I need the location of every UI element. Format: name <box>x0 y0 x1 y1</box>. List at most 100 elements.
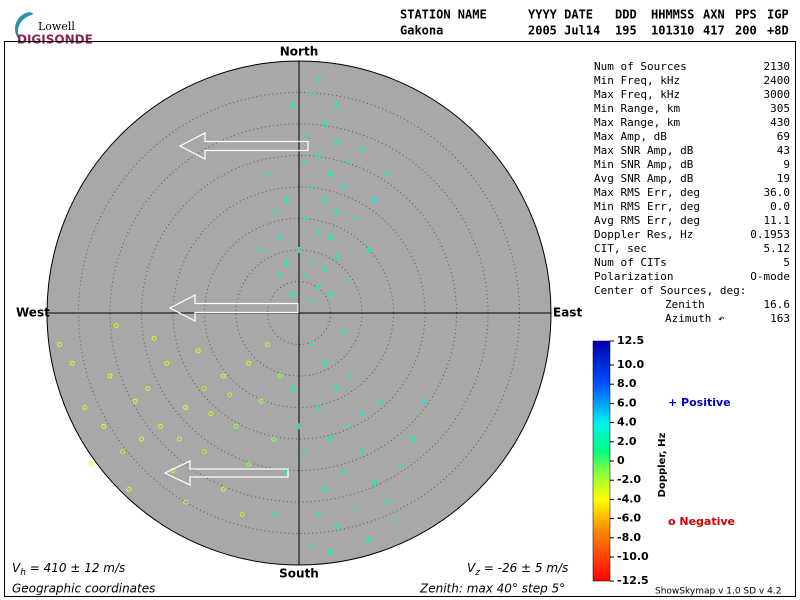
source-positive <box>308 259 315 266</box>
source-positive <box>365 247 372 253</box>
source-negative <box>265 342 270 347</box>
stat-label: Min Freq, kHz <box>594 74 680 87</box>
source-negative <box>246 360 252 366</box>
colorbar-tick-label: -12.5 <box>617 574 649 587</box>
source-negative <box>139 436 144 442</box>
velocity-text: Vz = -26 ± 5 m/s <box>467 561 568 578</box>
coords-text: Geographic coordinates <box>12 582 155 596</box>
stat-value: O-mode <box>750 270 790 283</box>
source-positive <box>289 102 296 109</box>
frame <box>4 41 796 597</box>
source-positive <box>371 480 378 487</box>
source-positive <box>296 423 302 430</box>
colorbar-tick-label: 10.0 <box>617 358 644 371</box>
stat-value: 43 <box>777 144 790 157</box>
source-positive <box>258 247 265 253</box>
source-negative <box>57 342 63 347</box>
header-value: 195 <box>615 24 637 38</box>
source-positive <box>321 265 328 272</box>
stat-label: Max RMS Err, deg <box>594 186 700 199</box>
stat-value: 305 <box>770 102 790 115</box>
logo-text: DIGISONDE <box>17 33 93 47</box>
legend-negative: o Negative <box>668 515 735 528</box>
header-label: HHMMSS <box>651 8 694 22</box>
velocity-arrow <box>168 294 299 322</box>
source-negative <box>82 405 88 410</box>
skymap: North South West East <box>16 45 582 581</box>
source-negative <box>183 405 189 410</box>
source-positive <box>283 259 290 266</box>
compass-label: East <box>553 306 582 320</box>
source-positive <box>289 291 296 298</box>
source-negative <box>202 386 207 392</box>
source-positive <box>308 297 315 304</box>
source-positive <box>352 215 359 222</box>
stat-label: Num of CITs <box>594 256 667 269</box>
source-positive <box>377 398 384 405</box>
source-positive <box>333 139 340 146</box>
stat-label: Azimuth ↶ <box>665 312 725 325</box>
velocity-subscript: h <box>20 568 26 578</box>
version-text: ShowSkymap v 1.0 SD v 4.2 <box>655 587 781 597</box>
source-positive <box>270 209 277 216</box>
header-value: +8D <box>767 24 789 38</box>
stat-value: 5 <box>783 256 790 269</box>
source-positive <box>422 398 428 405</box>
source-positive <box>365 536 372 543</box>
source-positive <box>321 360 328 367</box>
colorbar-tick-label: 0 <box>617 454 625 467</box>
source-negative <box>145 386 151 392</box>
stat-value: 19 <box>777 172 790 185</box>
stat-value: 163 <box>770 312 790 325</box>
colorbar: 12.5 10.0 8.0 6.0 4.0 2.0 0 -2.0 -4.0 -6.0 -8.0 -10… <box>592 334 735 587</box>
velocity-subscript: z <box>474 568 480 578</box>
source-negative <box>258 398 264 404</box>
source-negative <box>69 360 75 366</box>
stat-label: Max Freq, kHz <box>594 88 680 101</box>
stat-value: 16.6 <box>764 298 791 311</box>
stat-value: 2400 <box>764 74 791 87</box>
source-positive <box>302 448 309 455</box>
stat-label: Polarization <box>594 270 673 283</box>
source-negative <box>101 423 107 429</box>
source-positive <box>277 234 284 241</box>
source-positive <box>333 524 340 531</box>
footer: Vh = 410 ± 12 m/s Vz = -26 ± 5 m/s Geograp… <box>12 561 781 597</box>
source-positive <box>302 215 309 222</box>
source-positive <box>333 209 340 216</box>
stat-value: 3000 <box>764 88 791 101</box>
velocity-text: Vh = 410 ± 12 m/s <box>12 561 125 578</box>
header-label: PPS <box>735 8 757 22</box>
header-label: STATION NAME <box>400 8 487 22</box>
source-positive <box>409 436 416 442</box>
source-positive <box>321 486 328 493</box>
colorbar-tick-label: -10.0 <box>617 550 649 563</box>
source-positive <box>314 76 321 83</box>
source-negative <box>126 486 132 492</box>
source-negative <box>176 436 182 442</box>
source-negative <box>233 423 239 429</box>
source-positive <box>327 171 334 178</box>
stat-label: Max Range, km <box>594 116 680 129</box>
colorbar-tick-label: -6.0 <box>617 512 641 525</box>
source-positive <box>308 543 315 550</box>
source-negative <box>157 423 163 429</box>
source-positive <box>302 158 309 165</box>
colorbar-tick-label: 4.0 <box>617 416 637 429</box>
compass-label: South <box>279 567 319 581</box>
source-negative <box>120 449 126 455</box>
source-positive <box>327 549 334 556</box>
source-positive <box>270 511 277 518</box>
header-value: 417 <box>703 24 725 38</box>
header: STATION NAME Gakona YYYY DATE 2005 Jul14 DDD… <box>400 8 789 38</box>
stat-value: 36.0 <box>764 186 791 199</box>
stat-label: Max SNR Amp, dB <box>594 144 694 157</box>
source-positive <box>396 461 403 468</box>
stat-label: Min Range, km <box>594 102 680 115</box>
source-positive <box>302 272 309 279</box>
stat-label: Num of Sources <box>594 60 687 73</box>
header-value: 200 <box>735 24 757 38</box>
source-positive <box>359 146 365 153</box>
stats-table: Num of Sources 2130 Min Freq, kHz 2400 Max F… <box>594 60 790 325</box>
velocity-arrow <box>163 460 289 486</box>
